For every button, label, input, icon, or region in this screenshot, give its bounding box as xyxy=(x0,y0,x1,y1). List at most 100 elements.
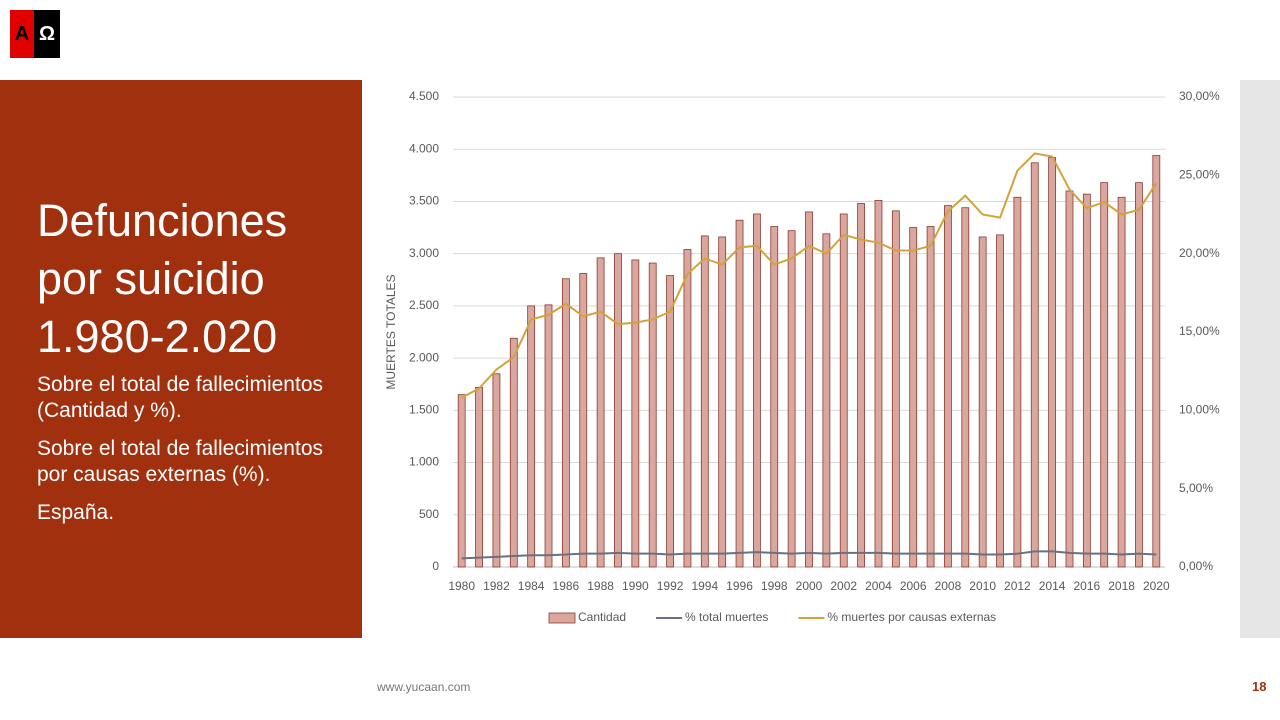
legend-swatch xyxy=(548,612,576,624)
paragraph: España. xyxy=(37,501,115,524)
x-tick-label: 2008 xyxy=(935,579,962,593)
y-tick-label: 1.000 xyxy=(409,455,439,469)
footer-url: www.yucaan.com xyxy=(377,680,471,694)
x-tick-label: 1988 xyxy=(587,579,614,593)
bar xyxy=(1135,182,1143,568)
bar xyxy=(1152,155,1161,568)
logo: A Ω xyxy=(10,10,60,58)
bar xyxy=(648,262,657,568)
y-tick-label: 4.000 xyxy=(409,141,439,155)
x-tick-label: 2000 xyxy=(796,579,823,593)
y-tick-label: 2.000 xyxy=(409,350,439,364)
bar xyxy=(735,219,744,568)
x-tick-label: 1996 xyxy=(726,579,753,593)
x-tick-label: 1992 xyxy=(657,579,684,593)
chart: MUERTES TOTALES 0 500 1.000 1.500 2.000 2.500… xyxy=(384,89,1220,624)
x-tick-label: 2006 xyxy=(900,579,927,593)
y-tick-label: 3.000 xyxy=(409,246,439,260)
paragraph: Sobre el total de fallecimientos por cau… xyxy=(37,437,323,486)
side-panel xyxy=(0,80,362,638)
x-tick-label: 2004 xyxy=(865,579,892,593)
bar xyxy=(683,249,692,568)
bar xyxy=(492,373,501,568)
bar xyxy=(1030,162,1039,568)
x-tick-label: 2002 xyxy=(830,579,857,593)
y-axis-title: MUERTES TOTALES xyxy=(384,274,398,389)
x-tick-label: 2012 xyxy=(1004,579,1031,593)
legend-label: % total muertes xyxy=(685,610,768,624)
bar xyxy=(857,203,865,568)
logo-a: A xyxy=(10,10,34,58)
right-strip xyxy=(1240,80,1280,638)
x-tick-label: 2020 xyxy=(1143,579,1170,593)
bar xyxy=(822,233,831,568)
bar xyxy=(787,230,796,568)
bar xyxy=(996,234,1004,568)
bar xyxy=(561,278,570,568)
line xyxy=(461,550,1157,560)
bar xyxy=(1100,182,1109,568)
y2-tick-label: 15,00% xyxy=(1179,324,1220,338)
x-tick-label: 2010 xyxy=(969,579,996,593)
bar xyxy=(839,213,848,568)
x-tick-label: 1980 xyxy=(448,579,475,593)
bar xyxy=(978,236,987,568)
bar xyxy=(1117,196,1126,568)
bar xyxy=(457,394,466,568)
bar xyxy=(944,205,952,568)
x-tick-label: 2016 xyxy=(1074,579,1101,593)
bar xyxy=(631,259,640,568)
y-tick-label: 1.500 xyxy=(409,403,439,417)
bar xyxy=(544,304,553,568)
legend-label: % muertes por causas externas xyxy=(827,610,996,624)
bar xyxy=(1065,190,1074,568)
y-tick-label: 500 xyxy=(419,507,439,521)
y2-tick-label: 25,00% xyxy=(1179,168,1220,182)
y-tick-label: 0 xyxy=(432,559,439,573)
y2-tick-label: 20,00% xyxy=(1179,246,1220,260)
bar xyxy=(1082,193,1091,568)
bar xyxy=(666,275,674,568)
x-tick-label: 1984 xyxy=(518,579,545,593)
y2-tick-label: 30,00% xyxy=(1179,89,1220,103)
line xyxy=(461,152,1158,399)
legend-label: Cantidad xyxy=(578,610,626,624)
bar xyxy=(770,226,779,568)
bar xyxy=(509,337,518,568)
bar xyxy=(596,257,605,568)
bar xyxy=(753,213,761,568)
bar xyxy=(961,207,970,568)
bar xyxy=(527,305,536,568)
x-tick-label: 1982 xyxy=(483,579,510,593)
bar xyxy=(891,210,900,568)
y2-tick-label: 10,00% xyxy=(1179,403,1220,417)
y-tick-label: 3.500 xyxy=(409,194,439,208)
y2-tick-label: 5,00% xyxy=(1179,481,1213,495)
bar xyxy=(579,273,588,568)
page-number: 18 xyxy=(1252,679,1267,694)
bar xyxy=(718,236,727,568)
x-tick-label: 2018 xyxy=(1108,579,1135,593)
y-tick-label: 4.500 xyxy=(409,89,439,103)
bar xyxy=(909,227,918,568)
bar xyxy=(614,253,622,568)
bar xyxy=(700,235,709,568)
bar xyxy=(874,200,883,568)
x-tick-label: 1986 xyxy=(553,579,580,593)
y-tick-label: 2.500 xyxy=(409,298,439,312)
paragraphs: Sobre el total de fallecimientos (Cantid… xyxy=(37,372,327,526)
bar xyxy=(805,211,813,568)
y2-tick-label: 0,00% xyxy=(1179,559,1213,573)
x-tick-label: 1990 xyxy=(622,579,649,593)
heading: Defunciones por suicidio 1.980-2.020 xyxy=(37,195,288,362)
x-tick-label: 2014 xyxy=(1039,579,1066,593)
paragraph: Sobre el total de fallecimientos (Cantid… xyxy=(37,373,323,422)
logo-omega: Ω xyxy=(34,10,60,58)
bar xyxy=(926,226,935,568)
x-tick-label: 1994 xyxy=(691,579,718,593)
bar xyxy=(1013,196,1022,568)
x-tick-label: 1998 xyxy=(761,579,788,593)
bar xyxy=(475,386,483,568)
bar xyxy=(1048,157,1057,568)
